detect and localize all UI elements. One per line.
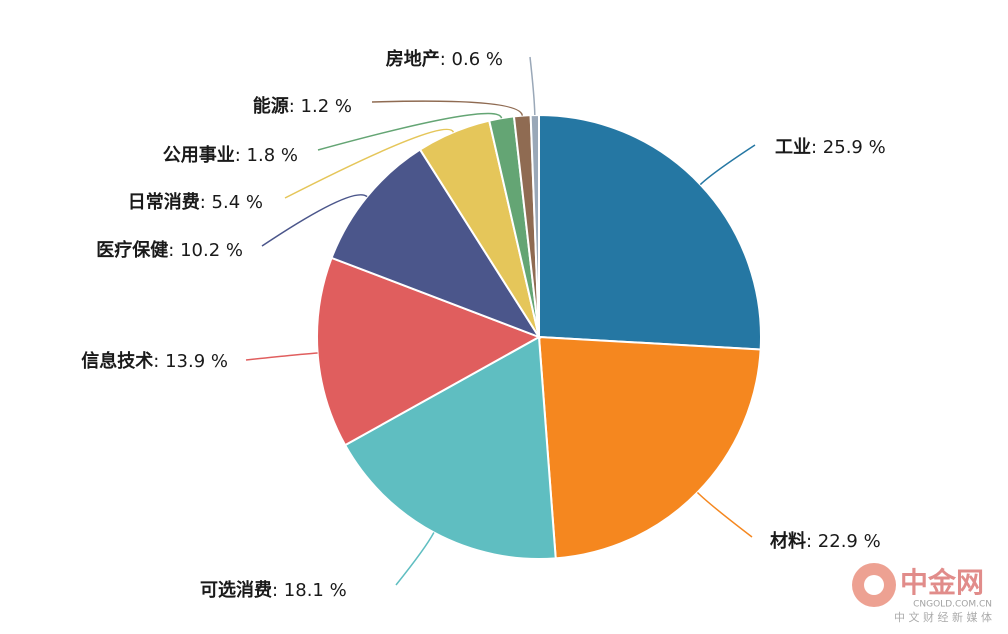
category-label: 可选消费: [200, 579, 272, 601]
watermark-domain: CNGOLD.COM.CN: [913, 600, 992, 610]
category-label: 能源: [253, 95, 289, 117]
value-label: : 10.2 %: [168, 240, 243, 261]
slice-label: 日常消费: 5.4 %: [128, 191, 263, 213]
pie-slice: [316, 256, 542, 447]
leader-line: [371, 100, 524, 116]
leader-line: [696, 491, 753, 538]
slice-label: 医疗保健: 10.2 %: [96, 239, 243, 261]
slice-label: 工业: 25.9 %: [775, 137, 886, 158]
pie-slice: [343, 335, 557, 560]
slice-label: 房地产: 0.6 %: [386, 48, 503, 70]
category-label: 信息技术: [81, 350, 153, 372]
category-label: 医疗保健: [96, 239, 168, 261]
value-label: : 25.9 %: [811, 137, 886, 158]
category-label: 房地产: [386, 48, 440, 70]
watermark-logo: [864, 575, 884, 595]
leader-line: [395, 532, 435, 586]
slice-label: 能源: 1.2 %: [253, 95, 352, 117]
slice-label: 可选消费: 18.1 %: [200, 579, 347, 601]
category-label: 工业: [775, 137, 811, 158]
slice-label: 信息技术: 13.9 %: [81, 350, 228, 372]
watermark: 中金网 CNGOLD.COM.CN 中 文 财 经 新 媒 体: [852, 563, 992, 624]
category-label: 公用事业: [163, 144, 235, 166]
value-label: : 13.9 %: [153, 351, 228, 372]
leader-line: [317, 112, 503, 151]
value-label: : 1.2 %: [289, 96, 352, 117]
value-label: : 1.8 %: [235, 145, 298, 166]
category-label: 日常消费: [128, 191, 200, 213]
pie-slice: [537, 335, 762, 560]
category-label: 材料: [770, 530, 806, 552]
leader-line: [261, 194, 368, 247]
watermark-name: 中金网: [900, 566, 984, 599]
pie-slice: [538, 113, 762, 351]
leader-line: [699, 144, 756, 186]
leader-line: [529, 56, 536, 116]
slice-label: 材料: 22.9 %: [770, 530, 881, 552]
slice-label: 公用事业: 1.8 %: [163, 144, 298, 166]
value-label: : 5.4 %: [200, 192, 263, 213]
watermark-slogan: 中 文 财 经 新 媒 体: [894, 610, 992, 624]
value-label: : 0.6 %: [440, 49, 503, 70]
pie-slice: [529, 113, 540, 338]
value-label: : 18.1 %: [272, 580, 347, 601]
value-label: : 22.9 %: [806, 531, 881, 552]
leader-line: [284, 128, 455, 199]
leader-line: [245, 352, 318, 361]
